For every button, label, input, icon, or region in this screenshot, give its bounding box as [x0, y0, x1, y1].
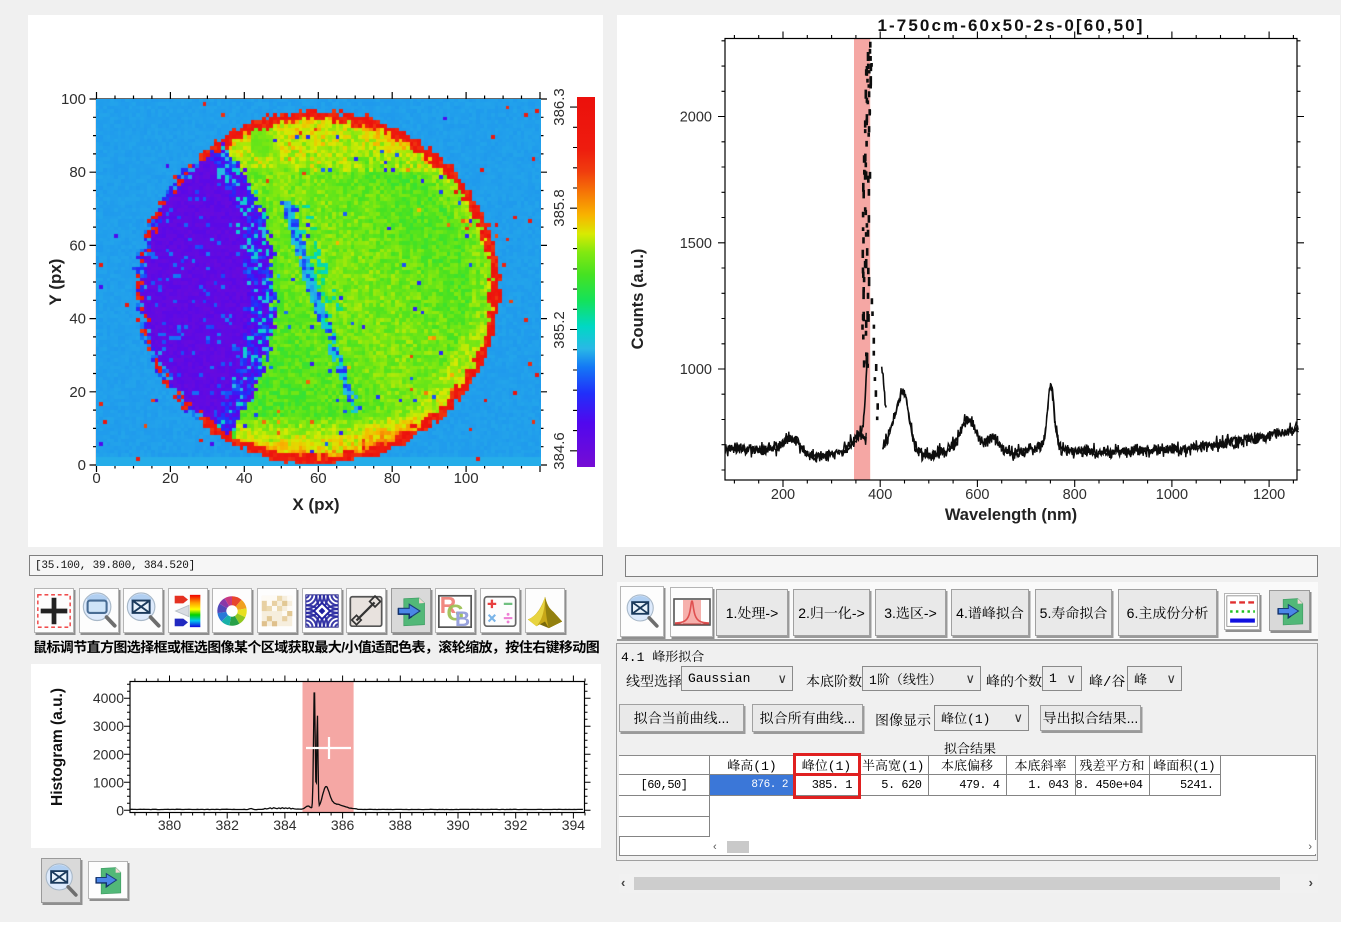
svg-text:2000: 2000: [93, 746, 124, 762]
svg-text:80: 80: [384, 470, 401, 487]
svg-text:60: 60: [69, 237, 86, 254]
svg-text:385.2: 385.2: [551, 311, 568, 349]
svg-text:80: 80: [69, 164, 86, 181]
svg-text:3000: 3000: [93, 718, 124, 734]
svg-text:1000: 1000: [680, 362, 712, 378]
svg-text:4000: 4000: [93, 690, 124, 706]
svg-text:386: 386: [331, 817, 355, 833]
svg-text:2000: 2000: [680, 110, 712, 126]
svg-text:40: 40: [69, 311, 86, 328]
svg-text:382: 382: [216, 817, 240, 833]
svg-text:Counts (a.u.): Counts (a.u.): [629, 249, 647, 350]
svg-text:60: 60: [310, 470, 327, 487]
svg-text:Wavelength (nm): Wavelength (nm): [945, 506, 1077, 524]
svg-text:0: 0: [92, 470, 100, 487]
svg-text:384: 384: [273, 817, 297, 833]
svg-text:385.8: 385.8: [551, 189, 568, 227]
svg-text:1200: 1200: [1253, 487, 1285, 503]
svg-text:20: 20: [69, 384, 86, 401]
svg-text:100: 100: [454, 470, 479, 487]
svg-text:380: 380: [158, 817, 182, 833]
svg-text:100: 100: [61, 91, 86, 108]
svg-text:1000: 1000: [1156, 487, 1188, 503]
svg-text:1500: 1500: [680, 236, 712, 252]
svg-text:800: 800: [1063, 487, 1087, 503]
svg-text:1000: 1000: [93, 774, 124, 790]
svg-text:0: 0: [78, 457, 86, 474]
svg-text:390: 390: [446, 817, 470, 833]
svg-text:392: 392: [504, 817, 528, 833]
svg-text:G: G: [446, 599, 464, 625]
svg-text:394: 394: [562, 817, 586, 833]
svg-text:386.3: 386.3: [551, 88, 568, 126]
svg-text:400: 400: [868, 487, 892, 503]
svg-text:600: 600: [965, 487, 989, 503]
svg-text:1-750cm-60x50-2s-0[60,50]: 1-750cm-60x50-2s-0[60,50]: [877, 16, 1144, 35]
svg-text:B: B: [455, 608, 470, 631]
svg-text:384.6: 384.6: [551, 432, 568, 470]
svg-text:40: 40: [236, 470, 253, 487]
svg-text:20: 20: [162, 470, 179, 487]
svg-text:X (px): X (px): [292, 495, 339, 514]
svg-text:388: 388: [389, 817, 413, 833]
svg-text:0: 0: [116, 802, 124, 818]
svg-text:R: R: [440, 591, 456, 617]
svg-text:200: 200: [771, 487, 795, 503]
svg-text:Histogram (a.u.): Histogram (a.u.): [49, 688, 66, 806]
svg-text:Y (px): Y (px): [46, 259, 65, 306]
